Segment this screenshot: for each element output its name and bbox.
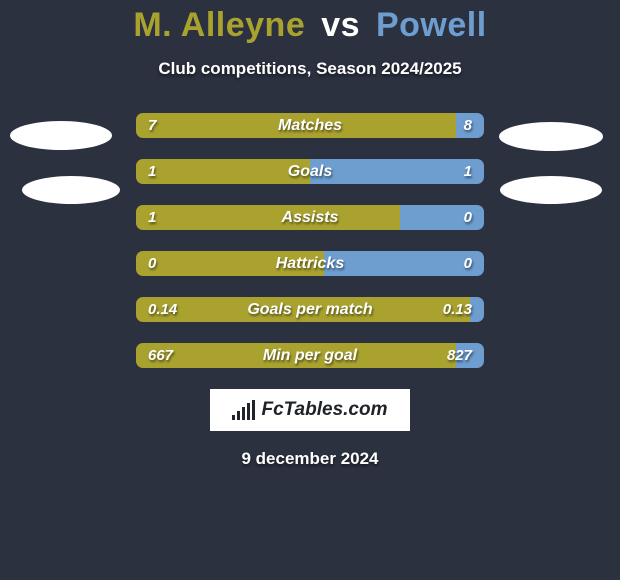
stat-bar-left: 7 [136, 113, 456, 138]
stat-bar-left: 667 [136, 343, 456, 368]
stat-value-right: 1 [464, 163, 472, 180]
decorative-ellipse [22, 176, 120, 204]
stat-bar-left: 0 [136, 251, 324, 276]
stat-value-right: 8 [464, 117, 472, 134]
stat-value-left: 0 [148, 255, 156, 272]
stat-value-left: 1 [148, 163, 156, 180]
stat-value-right: 0.13 [443, 301, 472, 318]
stat-rows: 78Matches11Goals10Assists00Hattricks0.14… [136, 113, 484, 368]
badge-text: FcTables.com [261, 399, 387, 421]
stat-row: 0.140.13Goals per match [136, 297, 484, 322]
stat-value-left: 0.14 [148, 301, 177, 318]
decorative-ellipse [10, 121, 112, 150]
decorative-ellipse [500, 176, 602, 204]
stat-bar-right: 0 [324, 251, 484, 276]
stat-value-left: 1 [148, 209, 156, 226]
fctables-badge: FcTables.com [210, 389, 410, 431]
stat-value-right: 827 [447, 347, 472, 364]
stat-row: 00Hattricks [136, 251, 484, 276]
stat-value-right: 0 [464, 255, 472, 272]
stat-bar-right: 0.13 [470, 297, 484, 322]
stat-row: 11Goals [136, 159, 484, 184]
subtitle: Club competitions, Season 2024/2025 [0, 59, 620, 79]
stat-value-left: 7 [148, 117, 156, 134]
stat-value-right: 0 [464, 209, 472, 226]
stat-bar-right: 8 [456, 113, 484, 138]
comparison-card: M. Alleyne vs Powell Club competitions, … [0, 0, 620, 580]
stat-bar-left: 1 [136, 159, 310, 184]
decorative-ellipse [499, 122, 603, 151]
stat-bar-left: 0.14 [136, 297, 470, 322]
stat-bar-right: 0 [400, 205, 484, 230]
player1-name: M. Alleyne [133, 6, 305, 44]
player2-name: Powell [376, 6, 487, 44]
badge-bars-icon [232, 400, 255, 420]
page-title: M. Alleyne vs Powell [0, 6, 620, 45]
stat-row: 10Assists [136, 205, 484, 230]
stat-bar-right: 827 [456, 343, 484, 368]
stat-row: 667827Min per goal [136, 343, 484, 368]
stat-value-left: 667 [148, 347, 173, 364]
vs-text: vs [321, 6, 360, 44]
stat-bar-right: 1 [310, 159, 484, 184]
stat-row: 78Matches [136, 113, 484, 138]
date-text: 9 december 2024 [0, 449, 620, 469]
stat-bar-left: 1 [136, 205, 400, 230]
